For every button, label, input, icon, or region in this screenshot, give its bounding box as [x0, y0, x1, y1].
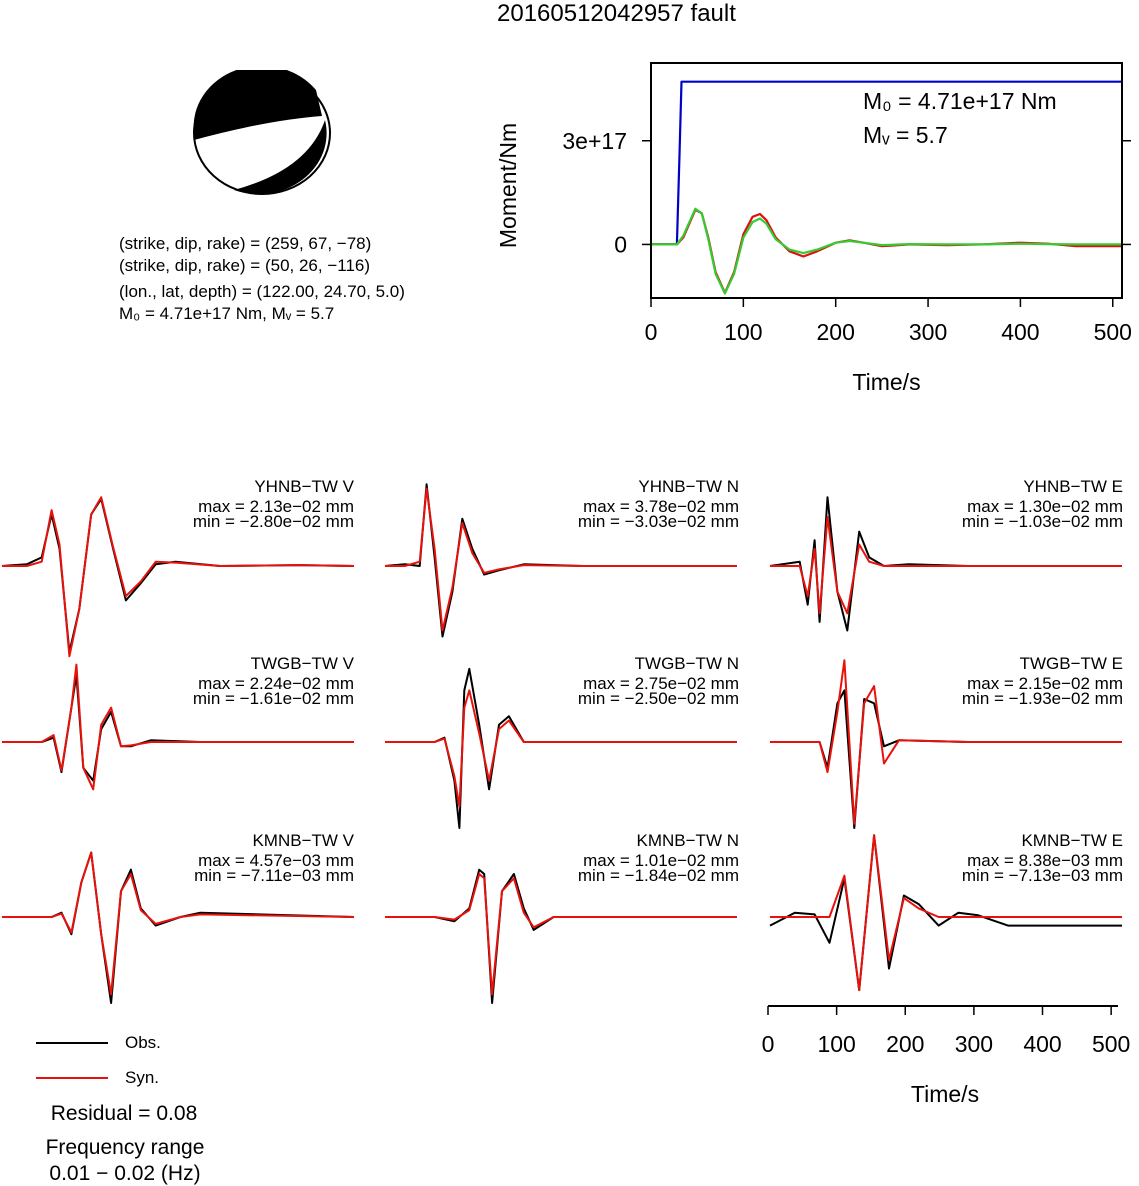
wave-x-tick-label: 500: [1092, 1031, 1130, 1057]
station-min: min = −2.50e−02 mm: [577, 689, 739, 708]
station-name: YHNB−TW E: [1023, 477, 1123, 496]
moment-y-tick-label: 3e+17: [562, 128, 627, 154]
waveform-x-axis: 0 100 200 300 400 500 Time/s: [762, 1005, 1130, 1107]
nodal-plane-1: (strike, dip, rake) = (259, 67, −78): [119, 234, 372, 253]
waveform-syn: [2, 663, 354, 791]
moment-x-tick-label: 200: [817, 319, 855, 345]
waveform-obs: [385, 868, 737, 1004]
legend-syn-label: Syn.: [125, 1068, 160, 1087]
station-name: TWGB−TW E: [1019, 654, 1123, 673]
moment-series-rate_syn: [651, 207, 1122, 295]
station-min: min = −1.03e−02 mm: [961, 512, 1123, 531]
nodal-plane-2: (strike, dip, rake) = (50, 26, −116): [119, 256, 371, 275]
station-name: TWGB−TW V: [250, 654, 354, 673]
wave-x-label: Time/s: [911, 1081, 979, 1107]
wave-x-tick-label: 300: [955, 1031, 993, 1057]
station-max: max = 2.24e−02 mm: [198, 674, 354, 693]
waveform-syn: [770, 834, 1122, 992]
waveform-syn: [2, 851, 355, 996]
moment-x-tick-label: 0: [645, 319, 658, 345]
station-name: KMNB−TW N: [636, 831, 739, 850]
legend-obs-label: Obs.: [125, 1033, 161, 1052]
station-min: min = −1.84e−02 mm: [577, 866, 739, 885]
location-depth: (lon., lat, depth) = (122.00, 24.70, 5.0…: [119, 282, 405, 301]
station-name: YHNB−TW N: [638, 477, 739, 496]
station-min: min = −2.80e−02 mm: [192, 512, 354, 531]
waveform-syn: [770, 659, 1122, 825]
legend-lines: [36, 1042, 108, 1079]
frequency-value: 0.01 − 0.02 (Hz): [49, 1162, 201, 1185]
moment-plot-frame: [650, 62, 1123, 299]
station-max: max = 1.30e−02 mm: [967, 497, 1123, 516]
mechanism-info: (strike, dip, rake) = (259, 67, −78) (st…: [119, 233, 405, 325]
moment-magnitude: M₀ = 4.71e+17 Nm, Mᵥ = 5.7: [119, 304, 335, 323]
waveform-syn: [385, 873, 737, 996]
station-max: max = 3.78e−02 mm: [583, 497, 739, 516]
moment-x-tick-label: 500: [1094, 319, 1132, 345]
waveform-grid: [1, 483, 1122, 1004]
station-max: max = 4.57e−03 mm: [198, 851, 354, 870]
moment-y-tick-label: 0: [614, 231, 627, 257]
station-max: max = 2.13e−02 mm: [198, 497, 354, 516]
wave-x-tick-label: 200: [886, 1031, 924, 1057]
moment-y-label: Moment/Nm: [495, 123, 521, 248]
frequency-title: Frequency range: [45, 1136, 205, 1159]
page-title: 20160512042957 fault: [497, 0, 736, 27]
waveform-syn: [385, 487, 737, 632]
waveform-syn: [385, 689, 737, 808]
station-max: max = 2.75e−02 mm: [583, 674, 739, 693]
moment-annot-m0: M₀ = 4.71e+17 Nm: [863, 88, 1057, 114]
moment-chart: 0 100 200 300 400 500 0 3e+17 Time/s Moment/Nm: [495, 62, 1132, 395]
station-min: min = −3.03e−02 mm: [577, 512, 739, 531]
waveform-obs: [770, 689, 1122, 829]
station-max: max = 1.01e−02 mm: [583, 851, 739, 870]
moment-x-tick-label: 400: [1001, 319, 1039, 345]
waveform-syn: [2, 496, 355, 658]
waveform-syn: [770, 516, 1122, 615]
station-min: min = −7.11e−03 mm: [194, 866, 354, 885]
station-min: min = −7.13e−03 mm: [961, 866, 1123, 885]
station-max: max = 2.15e−02 mm: [967, 674, 1123, 693]
moment-x-tick-label: 300: [909, 319, 947, 345]
residual-text: Residual = 0.08: [50, 1102, 198, 1125]
waveform-obs: [769, 834, 1122, 992]
moment-x-tick-label: 100: [724, 319, 762, 345]
station-max: max = 8.38e−03 mm: [967, 851, 1123, 870]
wave-x-tick-label: 400: [1023, 1031, 1061, 1057]
wave-x-tick-label: 0: [762, 1031, 775, 1057]
station-name: KMNB−TW V: [252, 831, 354, 850]
moment-annot-mw: Mᵥ = 5.7: [863, 122, 948, 148]
station-min: min = −1.93e−02 mm: [961, 689, 1123, 708]
moment-x-label: Time/s: [852, 369, 920, 395]
moment-series-rate_obs: [651, 208, 1122, 294]
beachball-icon: [193, 70, 331, 195]
station-name: KMNB−TW E: [1021, 831, 1123, 850]
station-name: YHNB−TW V: [254, 477, 354, 496]
wave-x-tick-label: 100: [817, 1031, 855, 1057]
station-min: min = −1.61e−02 mm: [192, 689, 354, 708]
station-name: TWGB−TW N: [634, 654, 739, 673]
